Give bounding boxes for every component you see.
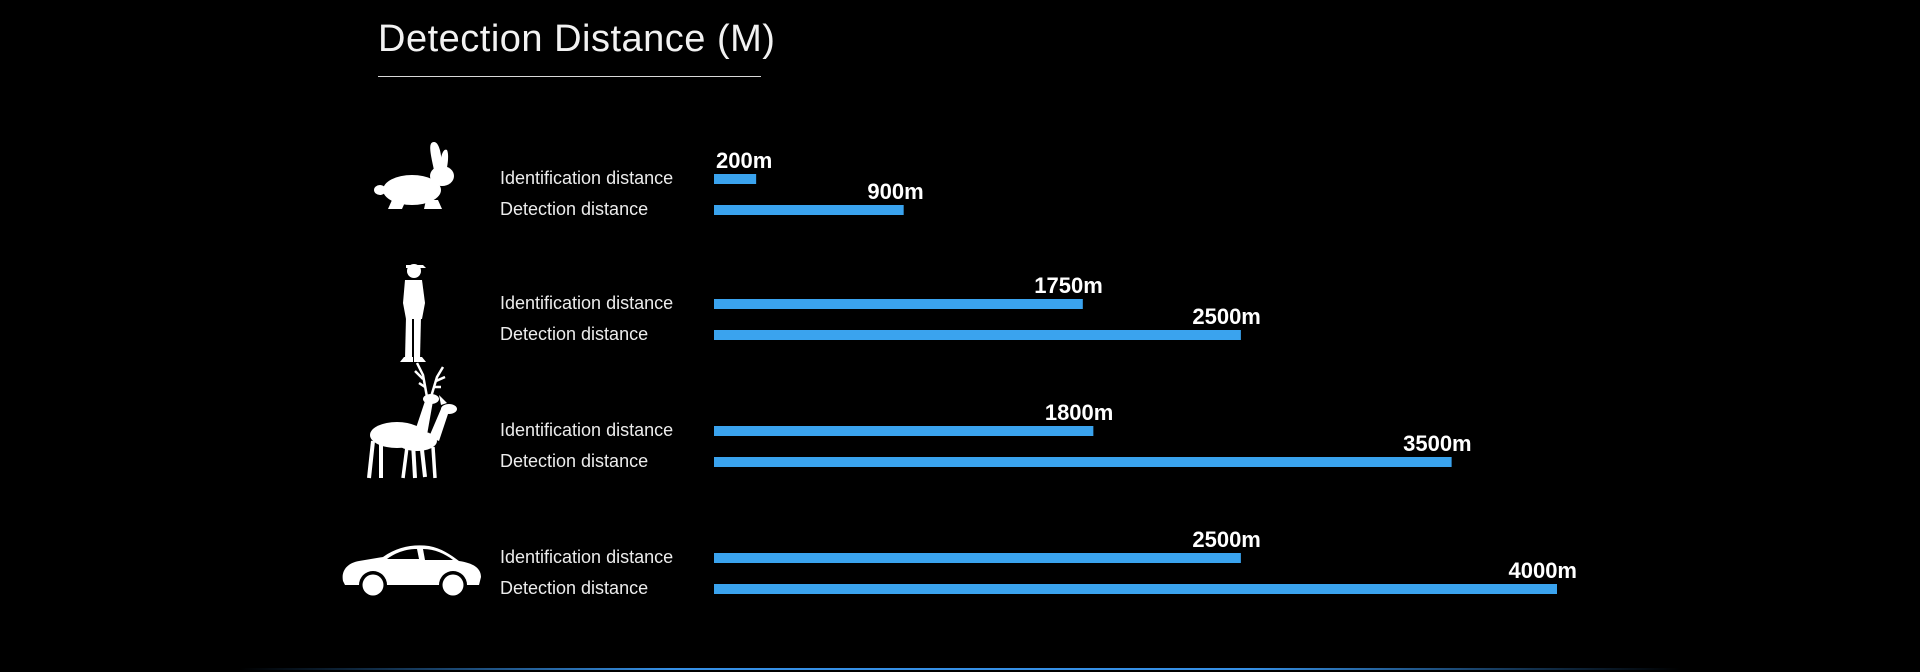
row-label: Detection distance — [500, 324, 648, 344]
bar — [714, 426, 1094, 436]
chart-group: Identification distance 200m Detection dis… — [374, 142, 924, 219]
row-label: Detection distance — [500, 578, 648, 598]
row-label: Identification distance — [500, 168, 673, 188]
bottom-glow-line — [240, 668, 1680, 670]
data-label: 1750m — [1034, 273, 1103, 298]
title-underline — [378, 76, 761, 77]
row-label: Identification distance — [500, 293, 673, 313]
data-label: 2500m — [1192, 527, 1261, 552]
row-label: Detection distance — [500, 451, 648, 471]
deer-icon — [367, 362, 457, 479]
data-label: 2500m — [1192, 304, 1261, 329]
chart-title: Detection Distance (M) — [378, 18, 776, 60]
data-label: 900m — [867, 179, 923, 204]
bar — [714, 330, 1241, 340]
bar — [714, 553, 1241, 563]
bar — [714, 205, 904, 215]
row-label: Identification distance — [500, 547, 673, 567]
data-label: 200m — [716, 148, 772, 173]
data-label: 3500m — [1403, 431, 1472, 456]
chart-group: Identification distance 1750m Detection di… — [400, 264, 1261, 362]
rabbit-icon — [374, 142, 454, 209]
car-icon — [342, 545, 481, 599]
row-label: Detection distance — [500, 199, 648, 219]
row-label: Identification distance — [500, 420, 673, 440]
bar — [714, 584, 1557, 594]
chart-group: Identification distance 1800m Detection di… — [367, 362, 1472, 479]
data-label: 1800m — [1045, 400, 1114, 425]
bar — [714, 457, 1452, 467]
bar — [714, 174, 757, 184]
chart-group: Identification distance 2500m Detection di… — [342, 527, 1577, 599]
bar — [714, 299, 1083, 309]
person-icon — [400, 264, 426, 362]
data-label: 4000m — [1508, 558, 1577, 583]
